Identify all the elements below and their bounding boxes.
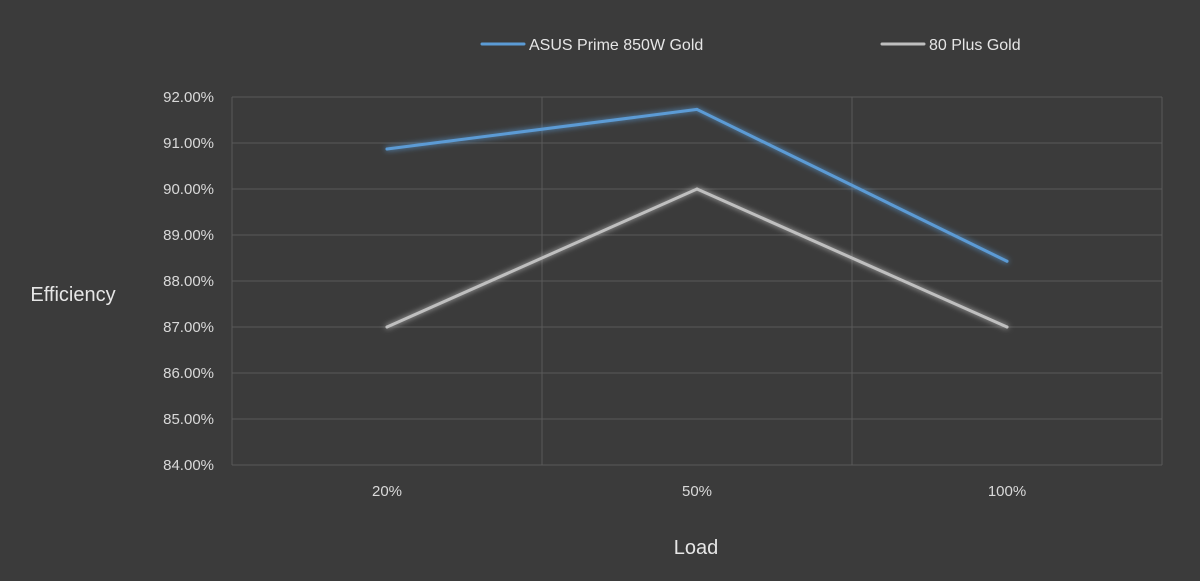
x-axis-title: Load — [674, 537, 719, 559]
gridlines — [231, 96, 1163, 466]
y-tick-label: 91.00% — [163, 135, 214, 152]
y-tick-label: 89.00% — [163, 227, 214, 244]
legend: ASUS Prime 850W Gold 80 Plus Gold — [480, 37, 1021, 54]
x-tick-label: 50% — [682, 483, 712, 500]
y-tick-label: 85.00% — [163, 411, 214, 428]
data-point — [385, 147, 389, 151]
data-point — [695, 107, 699, 111]
legend-label: ASUS Prime 850W Gold — [529, 37, 703, 54]
x-tick-label: 100% — [988, 483, 1026, 500]
y-tick-label: 88.00% — [163, 273, 214, 290]
data-point — [695, 187, 699, 191]
data-point — [385, 325, 389, 329]
data-point — [1005, 259, 1009, 263]
y-tick-label: 86.00% — [163, 365, 214, 382]
data-series — [385, 107, 1009, 329]
y-tick-label: 87.00% — [163, 319, 214, 336]
data-point — [1005, 325, 1009, 329]
series-line-80-plus-gold — [385, 187, 1009, 329]
x-axis-tick-labels: 20% 50% 100% — [372, 483, 1026, 500]
y-tick-label: 90.00% — [163, 181, 214, 198]
legend-label: 80 Plus Gold — [929, 37, 1021, 54]
y-axis-tick-labels: 84.00% 85.00% 86.00% 87.00% 88.00% 89.00% 90.0… — [163, 89, 214, 474]
y-tick-label: 92.00% — [163, 89, 214, 106]
x-tick-label: 20% — [372, 483, 402, 500]
y-axis-title: Efficiency — [30, 284, 115, 306]
series-line-asus-prime — [385, 107, 1009, 263]
y-tick-label: 84.00% — [163, 457, 214, 474]
